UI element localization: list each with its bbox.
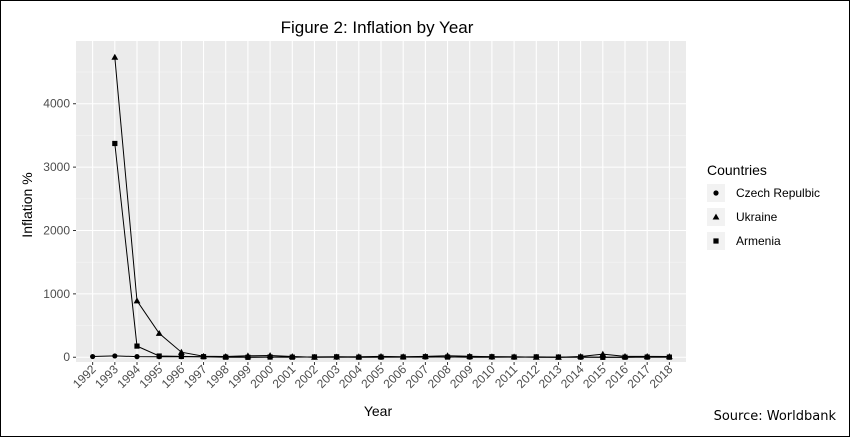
x-tick-label: 1996 (159, 362, 188, 391)
data-point-2 (200, 354, 207, 360)
data-point-1 (111, 53, 119, 60)
source-note: Source: Worldbank (713, 409, 836, 424)
x-axis: 1992199319941995199619971998199920002001… (70, 362, 676, 391)
x-tick-label: 2010 (469, 362, 498, 391)
x-tick-label: 2017 (625, 362, 654, 391)
y-axis-title: Inflation % (19, 172, 35, 237)
x-tick-label: 1999 (225, 362, 254, 391)
x-tick-label: 1995 (137, 362, 166, 391)
legend-title: Countries (707, 162, 767, 178)
x-tick-label: 2004 (336, 362, 365, 391)
major-gridlines (76, 41, 686, 362)
x-axis-title: Year (364, 403, 393, 419)
x-tick-label: 2008 (425, 362, 454, 391)
data-point-1 (133, 297, 141, 304)
x-tick-label: 1998 (203, 362, 232, 391)
legend-key-marker (712, 213, 720, 220)
data-point-2 (666, 354, 672, 360)
data-point-2 (245, 354, 251, 360)
x-tick-label: 1993 (92, 362, 121, 391)
data-point-2 (178, 353, 184, 359)
data-point-2 (511, 354, 517, 360)
data-point-2 (289, 354, 295, 360)
legend-key-marker (713, 190, 719, 196)
x-tick-label: 2000 (247, 362, 276, 391)
data-point-2 (112, 140, 118, 147)
data-point-2 (444, 354, 451, 360)
x-tick-label: 1994 (114, 362, 143, 391)
legend-key-marker (713, 238, 719, 244)
data-point-2 (578, 354, 584, 360)
x-tick-label: 2001 (270, 362, 299, 391)
x-tick-label: 1992 (70, 362, 99, 391)
data-point-2 (622, 354, 628, 360)
x-tick-label: 2007 (403, 362, 432, 391)
data-point-2 (156, 353, 162, 359)
data-point-0 (134, 354, 140, 360)
x-tick-label: 2006 (381, 362, 410, 391)
x-tick-label: 2005 (358, 362, 387, 391)
x-tick-label: 2015 (580, 362, 609, 391)
x-tick-label: 2011 (492, 362, 520, 390)
x-tick-label: 2016 (602, 362, 631, 391)
data-point-2 (467, 354, 473, 360)
legend-label: Ukraine (736, 210, 778, 224)
x-tick-label: 2012 (514, 362, 543, 391)
x-tick-label: 2002 (292, 362, 321, 391)
data-point-2 (600, 354, 606, 360)
data-point-0 (90, 353, 96, 360)
x-tick-label: 2014 (558, 362, 587, 391)
legend: Countries Czech Repulbic Ukraine Armenia (707, 162, 820, 250)
y-tick-label: 4000 (43, 97, 70, 111)
data-point-2 (555, 354, 562, 360)
y-tick-label: 1000 (43, 287, 70, 301)
y-tick-label: 2000 (43, 223, 70, 237)
data-point-0 (112, 353, 118, 359)
y-tick-label: 3000 (43, 160, 70, 174)
data-point-2 (134, 343, 140, 349)
data-point-2 (378, 354, 384, 360)
series-line-2 (114, 143, 670, 358)
series-points (90, 53, 673, 360)
data-point-2 (356, 354, 362, 360)
x-tick-label: 2009 (447, 362, 476, 391)
data-point-2 (422, 354, 428, 360)
data-point-2 (533, 354, 539, 360)
data-point-2 (223, 354, 229, 360)
data-point-2 (489, 354, 495, 360)
x-tick-label: 2013 (536, 362, 565, 391)
x-tick-label: 1997 (181, 362, 210, 391)
data-point-1 (155, 329, 163, 336)
data-point-1 (177, 348, 185, 355)
data-point-2 (311, 354, 318, 360)
y-axis: 0 1000 2000 3000 4000 (43, 97, 76, 364)
data-point-2 (334, 354, 340, 360)
data-point-2 (644, 354, 650, 360)
y-tick-label: 0 (63, 350, 70, 364)
x-tick-label: 2018 (647, 362, 676, 391)
data-point-2 (267, 354, 273, 360)
legend-label: Armenia (736, 234, 781, 248)
legend-label: Czech Repulbic (736, 186, 820, 200)
x-tick-label: 2003 (314, 362, 343, 391)
data-point-2 (400, 354, 406, 360)
chart-title: Figure 2: Inflation by Year (281, 18, 474, 37)
